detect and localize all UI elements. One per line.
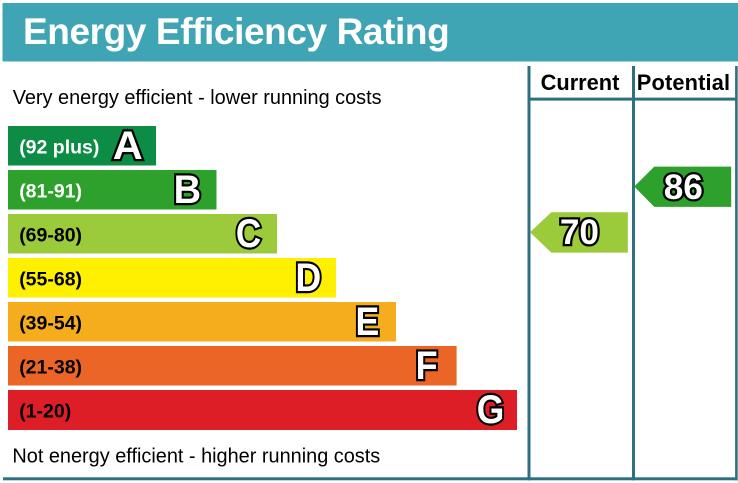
svg-text:(55-68): (55-68) bbox=[19, 269, 82, 291]
svg-text:(21-38): (21-38) bbox=[19, 357, 82, 379]
svg-text:Not energy efficient - higher: Not energy efficient - higher running co… bbox=[12, 445, 380, 467]
svg-text:(39-54): (39-54) bbox=[19, 313, 82, 335]
svg-text:86: 86 bbox=[664, 168, 703, 207]
svg-text:(81-91): (81-91) bbox=[19, 181, 82, 203]
svg-text:B: B bbox=[174, 168, 201, 212]
svg-text:Current: Current bbox=[541, 70, 620, 95]
svg-text:Very energy efficient - lower: Very energy efficient - lower running co… bbox=[13, 87, 382, 109]
svg-text:A: A bbox=[113, 123, 143, 168]
svg-text:F: F bbox=[416, 344, 438, 388]
svg-text:E: E bbox=[356, 300, 380, 344]
svg-text:C: C bbox=[236, 211, 261, 256]
svg-text:(92 plus): (92 plus) bbox=[19, 137, 99, 159]
svg-text:70: 70 bbox=[560, 213, 599, 252]
svg-text:(1-20): (1-20) bbox=[19, 401, 71, 423]
svg-text:Potential: Potential bbox=[637, 70, 730, 95]
svg-text:Energy Efficiency Rating: Energy Efficiency Rating bbox=[23, 11, 449, 52]
svg-text:D: D bbox=[295, 256, 321, 300]
svg-text:(69-80): (69-80) bbox=[19, 225, 82, 247]
svg-text:G: G bbox=[477, 388, 505, 432]
